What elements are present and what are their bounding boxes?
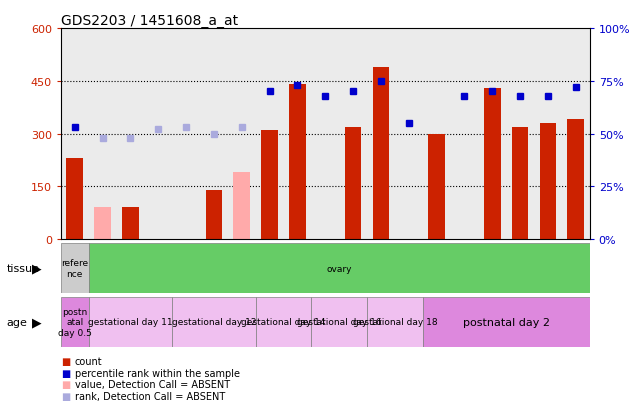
Text: postnatal day 2: postnatal day 2 — [463, 317, 550, 327]
Text: postn
atal
day 0.5: postn atal day 0.5 — [58, 307, 92, 337]
Bar — [484, 89, 501, 240]
Bar — [88, 297, 172, 347]
Text: tissue: tissue — [6, 263, 39, 273]
Text: gestational day 18: gestational day 18 — [353, 318, 437, 327]
Text: count: count — [75, 356, 103, 366]
Bar — [367, 297, 422, 347]
Bar — [312, 297, 367, 347]
Text: gestational day 16: gestational day 16 — [297, 318, 381, 327]
Bar — [206, 190, 222, 240]
Text: percentile rank within the sample: percentile rank within the sample — [75, 368, 240, 378]
Text: ■: ■ — [61, 356, 70, 366]
Bar — [233, 173, 250, 240]
Text: ■: ■ — [61, 391, 70, 401]
Text: age: age — [6, 317, 28, 327]
Bar — [172, 297, 256, 347]
Text: gestational day 14: gestational day 14 — [241, 318, 326, 327]
Text: ▶: ▶ — [32, 262, 42, 275]
Bar — [67, 159, 83, 240]
Bar — [256, 297, 312, 347]
Bar — [567, 120, 584, 240]
Bar — [540, 124, 556, 240]
Text: ■: ■ — [61, 368, 70, 378]
Bar — [512, 127, 528, 240]
Bar — [372, 68, 389, 240]
Bar — [289, 85, 306, 240]
Text: value, Detection Call = ABSENT: value, Detection Call = ABSENT — [75, 380, 230, 389]
Bar — [61, 297, 88, 347]
Text: GDS2203 / 1451608_a_at: GDS2203 / 1451608_a_at — [61, 14, 238, 28]
Bar — [422, 297, 590, 347]
Bar — [61, 244, 88, 293]
Text: refere
nce: refere nce — [62, 259, 88, 278]
Text: ovary: ovary — [326, 264, 352, 273]
Text: rank, Detection Call = ABSENT: rank, Detection Call = ABSENT — [75, 391, 225, 401]
Bar — [428, 134, 445, 240]
Bar — [122, 208, 139, 240]
Bar — [94, 208, 111, 240]
Text: gestational day 11: gestational day 11 — [88, 318, 173, 327]
Text: gestational day 12: gestational day 12 — [172, 318, 256, 327]
Bar — [345, 127, 362, 240]
Text: ■: ■ — [61, 380, 70, 389]
Text: ▶: ▶ — [32, 316, 42, 329]
Bar — [262, 131, 278, 240]
